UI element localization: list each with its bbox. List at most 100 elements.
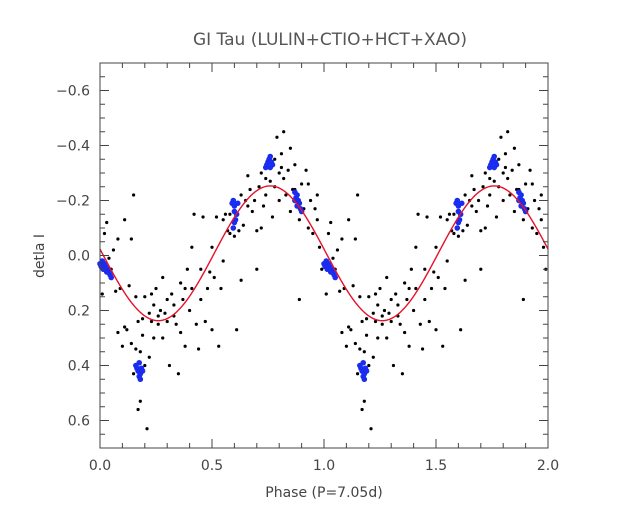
black-point xyxy=(331,256,335,260)
black-point xyxy=(140,317,145,321)
black-point xyxy=(212,275,216,280)
blue-point xyxy=(234,200,241,207)
black-point xyxy=(503,152,508,156)
black-point xyxy=(512,209,517,214)
black-point xyxy=(532,198,537,203)
y-tick-label: −0.4 xyxy=(56,139,90,155)
black-point xyxy=(371,355,375,359)
black-point xyxy=(524,182,528,186)
black-point xyxy=(470,204,474,208)
black-point xyxy=(434,245,438,249)
y-tick-label: 0.0 xyxy=(68,249,90,265)
black-point xyxy=(358,347,362,351)
black-point xyxy=(127,284,131,288)
black-point xyxy=(270,215,275,219)
black-point xyxy=(100,292,104,296)
black-point xyxy=(438,215,443,219)
black-point xyxy=(362,350,366,354)
x-tick-label: 1.5 xyxy=(425,458,447,474)
black-point xyxy=(317,245,322,249)
black-point xyxy=(304,168,308,172)
black-point xyxy=(143,363,147,368)
black-point xyxy=(158,308,163,313)
black-point xyxy=(362,399,366,403)
black-point xyxy=(190,286,194,291)
blue-point xyxy=(108,274,114,281)
black-point xyxy=(246,174,250,178)
blue-point xyxy=(361,376,368,383)
black-point xyxy=(214,215,219,219)
black-point xyxy=(172,303,176,307)
black-point xyxy=(134,295,138,299)
black-point xyxy=(463,278,467,282)
black-point xyxy=(223,212,228,216)
black-point xyxy=(329,220,333,225)
black-point xyxy=(300,182,304,186)
black-point xyxy=(432,270,436,274)
black-point xyxy=(441,344,445,348)
black-point xyxy=(259,226,263,230)
black-point xyxy=(246,204,250,208)
black-point xyxy=(210,328,214,332)
black-point xyxy=(508,193,512,197)
black-point xyxy=(497,157,501,161)
blue-point xyxy=(231,219,238,226)
black-point xyxy=(152,336,156,340)
black-point xyxy=(506,176,510,181)
black-point xyxy=(364,317,369,321)
black-point xyxy=(369,427,373,431)
black-point xyxy=(409,267,413,271)
blue-point xyxy=(491,153,498,160)
black-point xyxy=(111,248,116,252)
black-point xyxy=(376,336,380,340)
x-tick-label: 2.0 xyxy=(537,458,559,474)
black-point xyxy=(205,286,210,291)
black-point xyxy=(403,330,407,335)
black-point xyxy=(405,297,409,302)
black-point xyxy=(380,314,384,318)
black-point xyxy=(149,319,154,324)
black-point xyxy=(479,229,483,233)
black-point xyxy=(161,336,165,340)
black-point xyxy=(138,399,142,403)
black-point xyxy=(483,171,487,175)
black-point xyxy=(351,284,355,288)
black-point xyxy=(190,245,194,249)
black-point xyxy=(102,231,107,236)
black-point xyxy=(463,193,467,197)
black-point xyxy=(420,347,425,351)
blue-point xyxy=(267,153,274,160)
black-point xyxy=(239,278,243,282)
black-point xyxy=(161,275,165,280)
black-point xyxy=(403,281,407,285)
black-point xyxy=(134,347,138,351)
black-point xyxy=(114,289,118,293)
black-point xyxy=(228,231,232,236)
black-point xyxy=(313,207,317,211)
black-point xyxy=(407,344,411,348)
blue-dots-series xyxy=(97,153,529,383)
black-point xyxy=(512,146,517,150)
black-point xyxy=(149,292,154,296)
black-point xyxy=(277,171,281,175)
black-point xyxy=(461,229,465,233)
black-point xyxy=(241,223,245,227)
black-point xyxy=(174,322,178,326)
black-point xyxy=(179,330,183,335)
black-point xyxy=(232,234,236,238)
black-point xyxy=(228,212,232,216)
black-point xyxy=(237,229,241,233)
black-point xyxy=(279,165,284,170)
y-tick-label: −0.2 xyxy=(56,194,90,210)
black-point xyxy=(503,165,508,170)
black-point xyxy=(506,130,510,134)
black-point xyxy=(167,363,172,368)
black-point xyxy=(445,218,449,222)
black-point xyxy=(221,259,225,263)
black-point xyxy=(488,193,492,197)
black-point xyxy=(347,218,351,222)
fit-curve xyxy=(99,185,549,322)
black-point xyxy=(398,322,402,326)
black-point xyxy=(315,218,319,222)
blue-point xyxy=(518,192,524,198)
